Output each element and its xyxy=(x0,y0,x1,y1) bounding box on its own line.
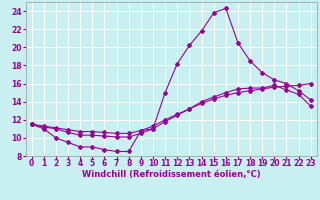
X-axis label: Windchill (Refroidissement éolien,°C): Windchill (Refroidissement éolien,°C) xyxy=(82,170,260,179)
